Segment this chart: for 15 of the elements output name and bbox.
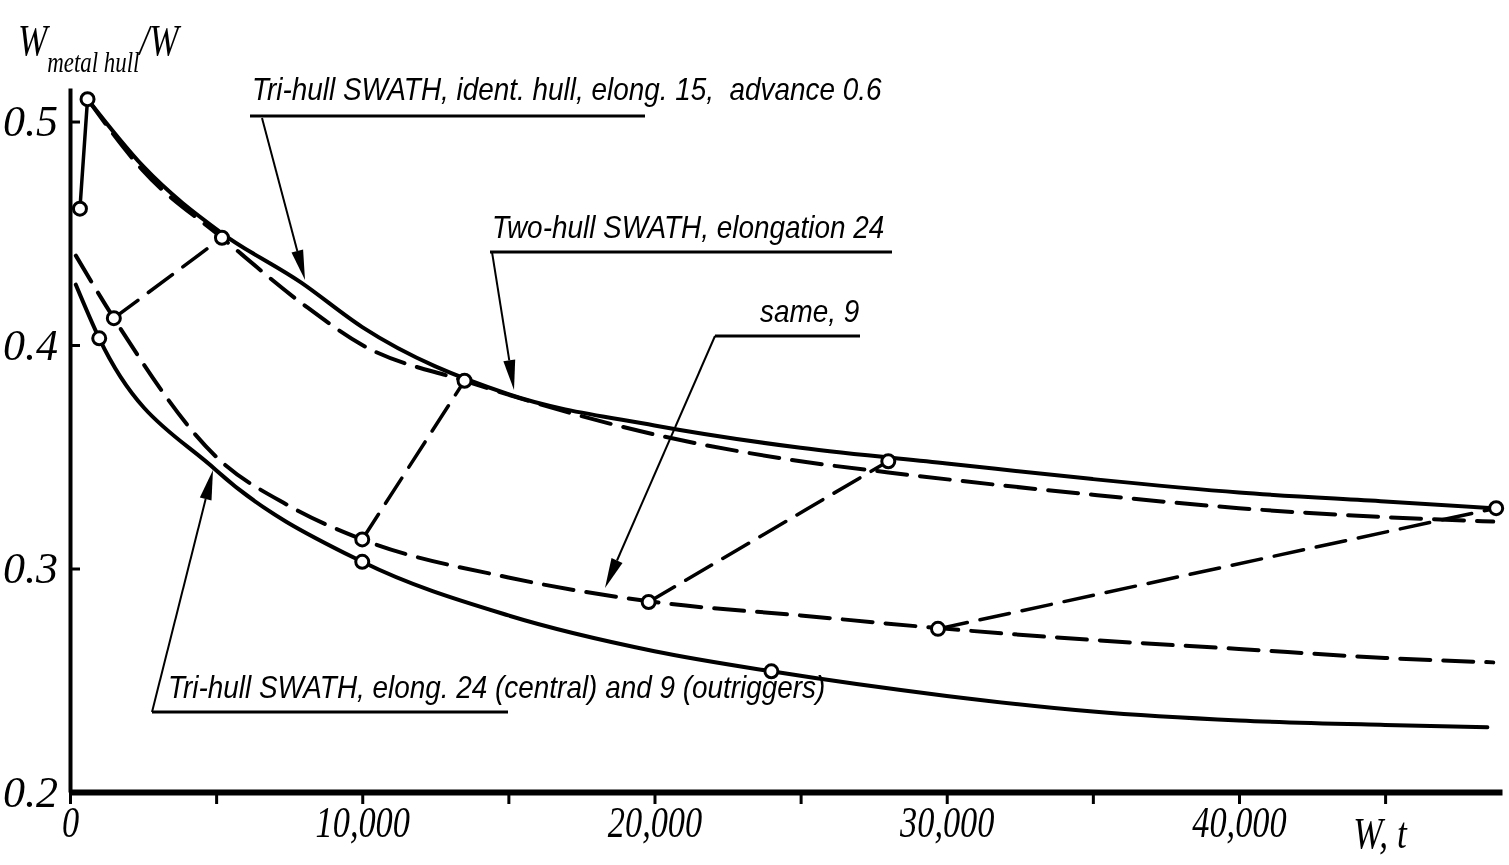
y-tick-label: 0.3 (3, 544, 58, 594)
annotation: Two-hull SWATH, elongation 24 (492, 209, 885, 245)
y-tick-label: 0.5 (3, 97, 58, 147)
x-tick-label: 0 (61, 798, 80, 848)
annotation: Tri-hull SWATH, elong. 24 (central) and 9 (outriggers) (168, 669, 826, 705)
y-tick-label: 0.2 (3, 767, 58, 817)
x-axis-title: W, t (1353, 808, 1408, 858)
x-tick-label: 10,000 (315, 798, 411, 848)
annotation: Tri-hull SWATH, ident. hull, elong. 15, advance 0.6 (252, 71, 883, 107)
annotation: same, 9 (760, 293, 860, 329)
x-tick-label: 40,000 (1192, 798, 1287, 848)
y-tick-label: 0.4 (3, 320, 58, 370)
x-tick-label: 30,000 (899, 798, 995, 848)
x-tick-label: 20,000 (607, 798, 703, 848)
y-axis-title: W$_{metal hull}$/W (18, 15, 182, 78)
